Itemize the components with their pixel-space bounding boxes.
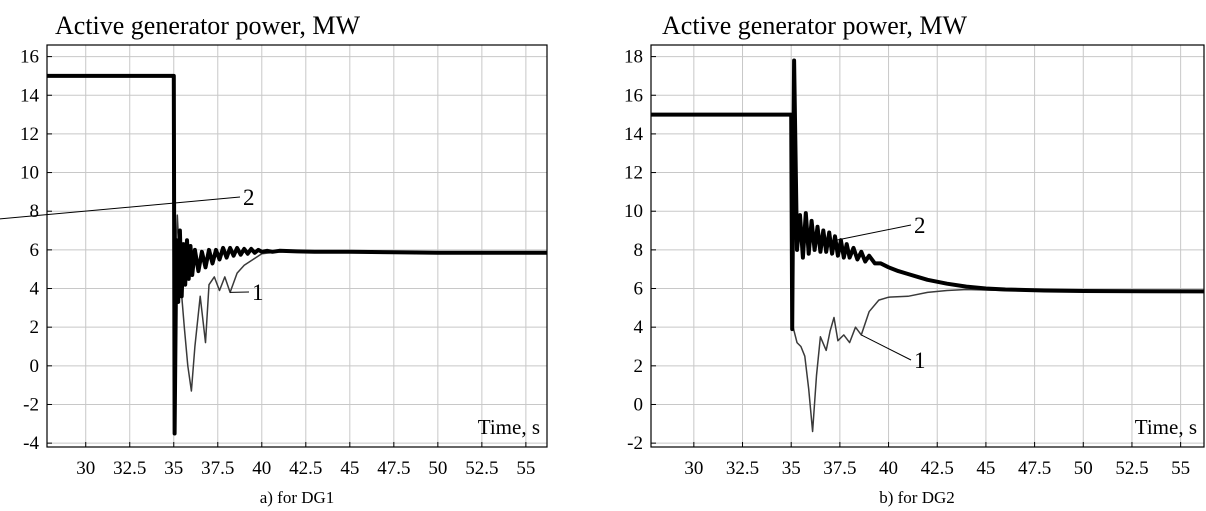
x-tick-label: 30 [76, 458, 95, 479]
chart-b-y-axis: -2 0 2 4 6 8 10 12 14 16 18 [624, 47, 656, 454]
y-tick-label: 18 [624, 47, 643, 68]
chart-a-plot-frame [46, 44, 548, 448]
y-tick-label: 4 [634, 317, 644, 338]
y-tick-label: 2 [634, 356, 644, 377]
curve-1-label: 1 [252, 280, 264, 305]
chart-a-y-axis: -4 -2 0 2 4 6 8 10 12 14 16 [20, 47, 52, 454]
y-tick-label: -2 [23, 394, 39, 415]
x-tick-label: 35 [164, 458, 183, 479]
x-tick-label: 30 [684, 458, 703, 479]
y-tick-label: 8 [30, 201, 40, 222]
chart-b-x-axis: 30 32.5 35 37.5 40 42.5 45 47.5 50 52.5 55 [684, 442, 1190, 479]
y-tick-label: 16 [624, 85, 643, 106]
chart-a-curve-labels: 21 [0, 185, 264, 305]
curve-label-leader [861, 334, 912, 361]
series-2-line [651, 58, 1205, 332]
x-tick-label: 35 [782, 458, 801, 479]
chart-b-x-axis-label: Time, s [1135, 415, 1197, 439]
x-tick-label: 52.5 [1115, 458, 1148, 479]
chart-b-curve-labels: 21 [835, 213, 926, 373]
curve-1-label: 1 [914, 348, 926, 373]
y-tick-label: 12 [624, 163, 643, 184]
chart-a-title: Active generator power, MW [55, 11, 361, 40]
series-1-line [651, 113, 1204, 433]
x-tick-label: 40 [879, 458, 898, 479]
x-tick-label: 47.5 [1018, 458, 1051, 479]
y-tick-label: 0 [634, 394, 644, 415]
chart-a-caption: a) for DG1 [260, 488, 335, 507]
y-tick-label: -4 [23, 433, 39, 454]
chart-a-grid [47, 45, 547, 447]
x-tick-label: 32.5 [726, 458, 759, 479]
curve-2-label: 2 [243, 185, 255, 210]
x-tick-label: 47.5 [377, 458, 410, 479]
chart-a-series [47, 73, 547, 436]
chart-b-caption: b) for DG2 [879, 488, 955, 507]
x-tick-label: 42.5 [921, 458, 954, 479]
x-tick-label: 52.5 [465, 458, 498, 479]
curve-label-leader [0, 196, 241, 220]
x-tick-label: 45 [976, 458, 995, 479]
y-tick-label: -2 [627, 433, 643, 454]
x-tick-label: 50 [1074, 458, 1093, 479]
x-tick-label: 55 [516, 458, 535, 479]
y-tick-label: 12 [20, 124, 39, 145]
y-tick-label: 6 [634, 279, 644, 300]
y-tick-label: 6 [30, 240, 40, 261]
y-tick-label: 16 [20, 47, 39, 68]
chart-b-title: Active generator power, MW [662, 11, 968, 40]
x-tick-label: 37.5 [823, 458, 856, 479]
x-tick-label: 45 [340, 458, 359, 479]
y-tick-label: 2 [30, 317, 40, 338]
chart-b-grid [651, 45, 1204, 447]
curve-2-label: 2 [914, 213, 926, 238]
series-1-line [47, 75, 547, 392]
y-tick-label: 0 [30, 356, 40, 377]
x-tick-label: 55 [1171, 458, 1190, 479]
curve-label-leader [835, 224, 912, 241]
y-tick-label: 14 [624, 124, 644, 145]
chart-a-x-axis-label: Time, s [478, 415, 540, 439]
x-tick-label: 32.5 [113, 458, 146, 479]
chart-b: Active generator power, MW -202468101214… [624, 11, 1205, 507]
series-2-line [47, 73, 547, 436]
x-tick-label: 37.5 [201, 458, 234, 479]
y-tick-label: 14 [20, 85, 40, 106]
y-tick-label: 8 [634, 240, 644, 261]
y-tick-label: 10 [20, 163, 39, 184]
x-tick-label: 50 [428, 458, 447, 479]
x-tick-label: 40 [252, 458, 271, 479]
y-tick-label: 10 [624, 201, 643, 222]
chart-b-series [651, 58, 1205, 433]
y-tick-label: 4 [30, 279, 40, 300]
chart-b-plot-frame [650, 44, 1205, 448]
x-tick-label: 42.5 [289, 458, 322, 479]
chart-a-x-axis: 30 32.5 35 37.5 40 42.5 45 47.5 50 52.5 55 [76, 442, 535, 479]
chart-a: Active generator power, MW -4-2024681012… [0, 11, 548, 507]
